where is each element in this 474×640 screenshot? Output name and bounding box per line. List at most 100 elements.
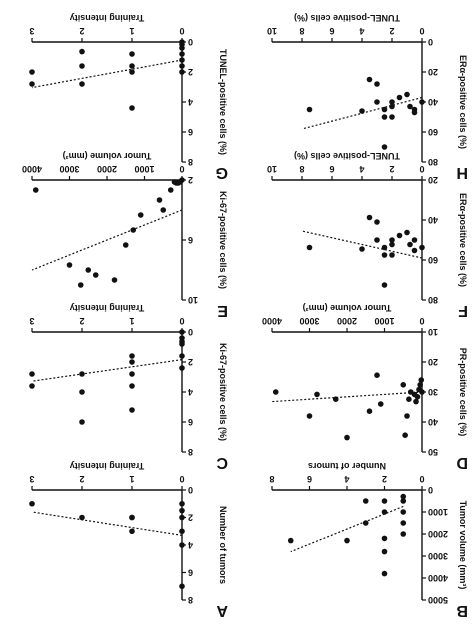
data-point	[129, 407, 135, 413]
y-axis-label: ERα-positive cells (%)	[458, 55, 468, 149]
x-tick-label: 4000	[22, 164, 42, 174]
y-tick-label: 40	[428, 97, 438, 107]
x-axis-label: Training intensity	[70, 461, 145, 471]
data-point	[396, 232, 403, 239]
panel-F: 0 2 4 6 8 10 20 40 60 80 TUNEL-positive cells (%) E…	[267, 151, 468, 319]
data-point	[404, 91, 410, 98]
data-point	[179, 583, 185, 590]
data-point	[29, 81, 35, 87]
data-point	[179, 63, 185, 69]
y-axis-label: TUNEL-positive cells (%)	[218, 49, 228, 155]
data-point	[381, 282, 388, 288]
x-tick-label: 8	[299, 26, 304, 36]
panel-G: 0 1 2 3 0 2 4 6 8 Training intensity TUNEL-positiv…	[29, 13, 228, 181]
y-tick-label: 4	[188, 540, 193, 550]
data-point	[129, 359, 135, 365]
data-point	[400, 509, 407, 515]
data-point	[79, 63, 85, 69]
data-point	[407, 241, 413, 248]
y-tick-label: 0	[188, 37, 193, 47]
trend-line	[31, 359, 183, 382]
y-tick-label: 6	[188, 235, 193, 245]
data-point	[129, 69, 135, 75]
data-point	[374, 99, 380, 105]
x-tick-label: 10	[267, 164, 277, 174]
data-point	[79, 389, 85, 395]
x-tick-label: 0	[179, 474, 184, 484]
data-point	[306, 413, 313, 419]
data-point	[179, 507, 185, 514]
data-point	[79, 514, 85, 521]
data-point	[122, 242, 129, 248]
data-point	[179, 329, 185, 335]
data-point	[129, 371, 135, 377]
panel-E: 0 1000 2000 3000 4000 2 6 10 Tumor volume (mm³) K…	[22, 151, 228, 319]
y-axis-label: Number of tumors	[218, 506, 228, 584]
data-point	[79, 419, 85, 425]
panel-letter: C	[216, 454, 228, 471]
trend-line	[31, 59, 183, 89]
data-point	[77, 282, 84, 288]
x-axis-label: Tumor volume (mm³)	[63, 151, 152, 161]
data-point	[179, 542, 185, 548]
x-tick-label: 0	[179, 164, 184, 174]
x-tick-label: 6	[329, 26, 334, 36]
x-tick-label: 2	[79, 474, 84, 484]
panel-letter: E	[217, 302, 228, 319]
panel-letter: F	[458, 302, 468, 319]
x-tick-label: 0	[179, 316, 184, 326]
data-point	[344, 434, 350, 441]
trend-line	[290, 505, 404, 553]
x-tick-label: 4000	[262, 316, 282, 326]
data-point	[419, 244, 425, 251]
y-tick-label: 10	[188, 295, 198, 305]
data-point	[402, 432, 408, 438]
data-point	[92, 272, 99, 278]
data-point	[179, 500, 185, 507]
data-point	[129, 514, 135, 521]
data-point	[129, 528, 135, 535]
data-point	[66, 262, 73, 268]
data-point	[400, 498, 407, 504]
panel-B: 0 2 4 6 8 0 1000 2000 3000 4000 5000 Number of tumo…	[269, 461, 468, 619]
y-tick-label: 20	[428, 67, 438, 77]
x-tick-label: 2000	[337, 316, 357, 326]
y-tick-label: 2	[188, 357, 193, 367]
data-point	[366, 214, 373, 221]
data-point	[411, 237, 418, 243]
x-tick-label: 1000	[374, 316, 394, 326]
data-point	[29, 69, 35, 75]
x-tick-label: 0	[419, 26, 424, 36]
x-tick-label: 8	[269, 474, 274, 484]
y-tick-label: 60	[428, 255, 438, 265]
x-tick-label: 1000	[134, 164, 154, 174]
data-point	[374, 81, 380, 87]
data-point	[381, 548, 388, 555]
y-tick-label: 2	[188, 513, 193, 523]
y-tick-label: 0	[428, 485, 433, 495]
data-point	[344, 537, 350, 544]
data-point	[366, 408, 373, 414]
x-tick-label: 4	[344, 474, 349, 484]
data-point	[389, 114, 395, 120]
x-tick-label: 6	[329, 164, 334, 174]
data-point	[396, 94, 403, 101]
panel-letter: B	[456, 602, 468, 619]
data-point	[160, 207, 167, 213]
trend-line	[301, 230, 423, 259]
data-point	[381, 252, 388, 258]
y-tick-label: 5000	[428, 595, 448, 605]
data-point	[389, 99, 395, 105]
y-tick-label: 2	[188, 67, 193, 77]
data-point	[306, 244, 313, 251]
y-tick-label: 20	[428, 175, 438, 185]
panel-letter: A	[216, 602, 228, 619]
data-point	[419, 99, 425, 105]
data-point	[179, 41, 185, 48]
x-axis-label: Training intensity	[70, 303, 145, 313]
data-point	[411, 247, 418, 254]
x-axis-label: TUNEL-positive cells (%)	[294, 13, 400, 23]
data-point	[85, 267, 92, 273]
